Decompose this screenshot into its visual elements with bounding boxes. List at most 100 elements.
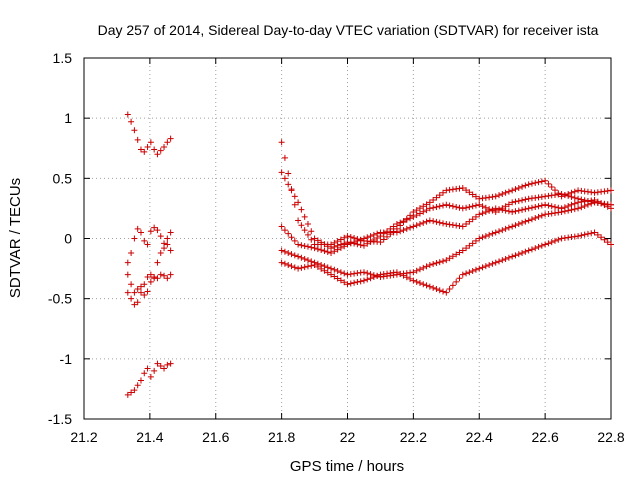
data-point	[134, 225, 141, 232]
data-point	[433, 260, 440, 267]
data-point	[466, 242, 473, 249]
data-point	[535, 179, 542, 186]
data-point	[453, 203, 460, 210]
data-point	[278, 139, 285, 146]
data-point	[157, 271, 164, 278]
data-point	[413, 278, 420, 285]
data-point	[141, 281, 148, 288]
data-point	[469, 191, 476, 198]
data-point	[446, 255, 453, 262]
data-point	[575, 205, 582, 212]
data-point	[311, 235, 318, 242]
data-point	[403, 225, 410, 232]
data-point	[509, 253, 516, 260]
data-point	[410, 223, 417, 230]
data-point	[525, 217, 532, 224]
data-point	[482, 263, 489, 270]
data-point	[364, 270, 371, 277]
data-point	[301, 264, 308, 271]
data-point	[440, 258, 447, 265]
data-point	[285, 261, 292, 268]
data-point	[515, 184, 522, 191]
x-axis-label: GPS time / hours	[290, 458, 404, 475]
data-point	[463, 221, 470, 228]
data-point	[565, 207, 572, 214]
data-point	[416, 210, 423, 217]
data-point	[285, 170, 292, 177]
data-point	[469, 240, 476, 247]
data-point	[548, 203, 555, 210]
data-point	[528, 204, 535, 211]
data-point	[147, 228, 154, 235]
data-point	[509, 199, 516, 206]
data-point	[496, 258, 503, 265]
data-point	[584, 201, 591, 208]
data-point	[304, 257, 311, 264]
data-point	[341, 279, 348, 286]
data-point	[347, 280, 354, 287]
data-point	[281, 227, 288, 234]
data-point	[509, 223, 516, 230]
data-point	[128, 281, 135, 288]
data-point	[400, 272, 407, 279]
data-point	[571, 206, 578, 213]
data-point	[476, 265, 483, 272]
data-point	[492, 205, 499, 212]
data-point	[147, 271, 154, 278]
data-point	[542, 201, 549, 208]
data-point	[321, 267, 328, 274]
data-point	[128, 249, 135, 256]
data-point	[522, 196, 529, 203]
data-point	[393, 269, 400, 276]
data-point	[512, 252, 519, 259]
data-point	[337, 236, 344, 243]
data-point	[393, 229, 400, 236]
data-point	[291, 193, 298, 200]
data-point	[433, 286, 440, 293]
data-point	[463, 245, 470, 252]
data-point	[413, 222, 420, 229]
data-point	[515, 197, 522, 204]
data-point	[528, 246, 535, 253]
data-point	[157, 147, 164, 154]
data-point	[337, 269, 344, 276]
data-point	[581, 231, 588, 238]
data-point	[499, 206, 506, 213]
data-point	[512, 208, 519, 215]
series-early-d	[124, 235, 174, 299]
data-point	[341, 270, 348, 277]
data-point	[608, 201, 614, 208]
data-point	[308, 236, 315, 243]
data-point	[502, 207, 509, 214]
x-tick-label: 21.8	[268, 429, 295, 445]
data-point	[410, 213, 417, 220]
series-early-e	[124, 360, 174, 398]
data-point	[134, 299, 141, 306]
data-point	[295, 199, 302, 206]
data-point	[167, 247, 174, 254]
data-point	[515, 221, 522, 228]
data-point	[542, 177, 549, 184]
data-point	[456, 204, 463, 211]
data-point	[538, 178, 545, 185]
data-point	[341, 243, 348, 250]
x-tick-label: 22.6	[532, 429, 559, 445]
y-tick-label: -0.5	[48, 291, 72, 307]
data-point	[426, 199, 433, 206]
y-tick-label: 0	[64, 231, 72, 247]
data-point	[161, 240, 168, 247]
y-tick-labels: -1.5 -1 -0.5 0 0.5 1 1.5	[48, 50, 72, 427]
data-point	[397, 270, 404, 277]
data-point	[337, 277, 344, 284]
data-point	[420, 281, 427, 288]
data-point	[519, 219, 526, 226]
data-point	[479, 264, 486, 271]
data-point	[525, 205, 532, 212]
data-point	[318, 265, 325, 272]
x-tick-label: 22	[340, 429, 356, 445]
data-point	[463, 270, 470, 277]
series-early-a	[124, 111, 174, 158]
data-point	[463, 204, 470, 211]
data-point	[416, 221, 423, 228]
data-point	[364, 240, 371, 247]
